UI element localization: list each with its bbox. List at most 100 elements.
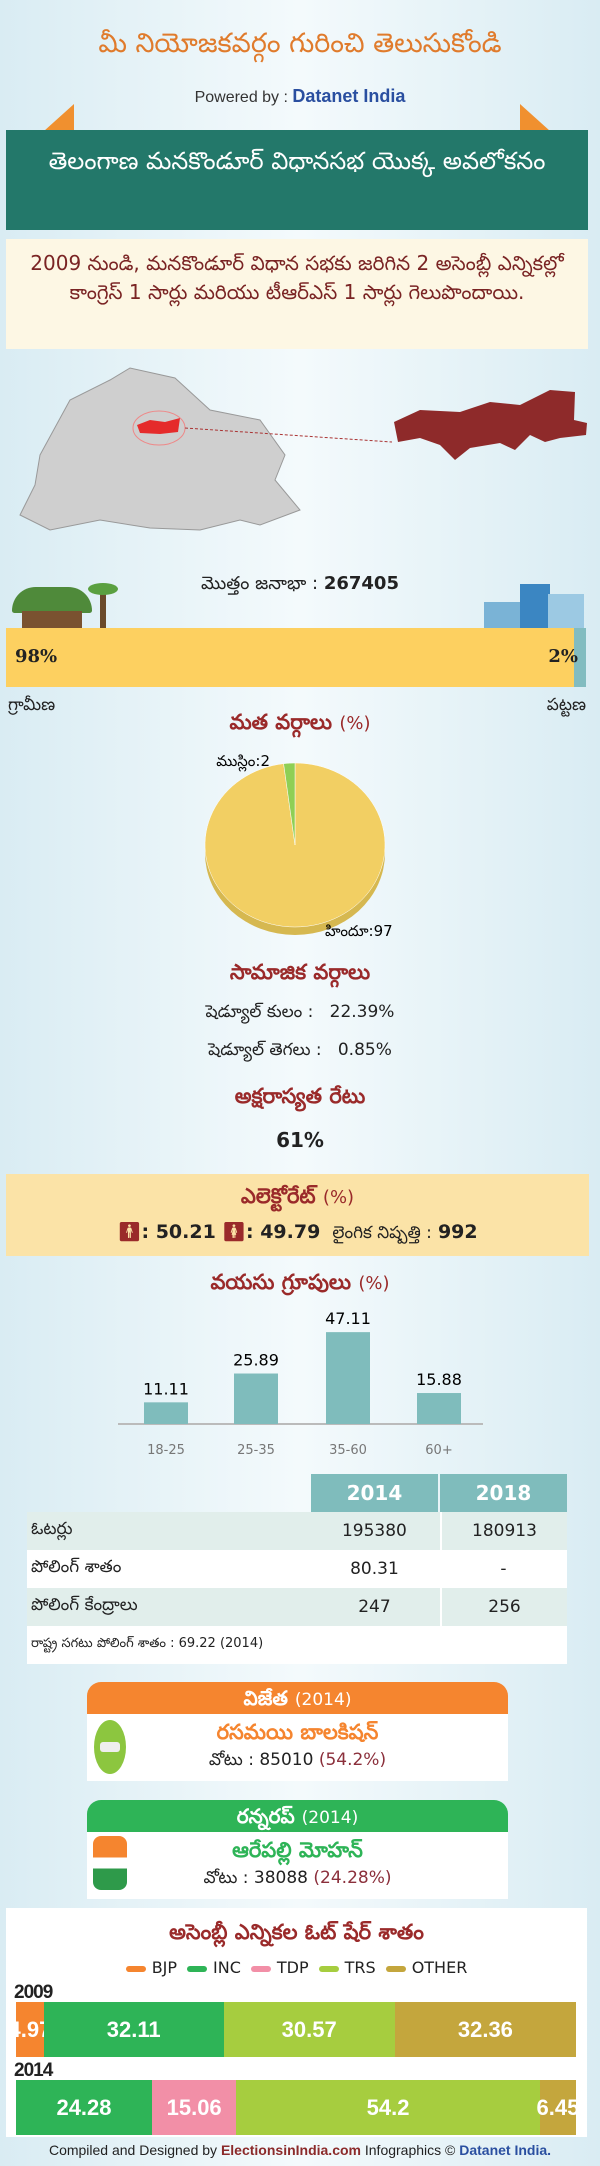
cell: 247 xyxy=(358,1597,391,1617)
rural-urban-bar: 98% 2% xyxy=(6,628,586,687)
voters-table: 2014 2018 ఓటర్లు 195380 180913 పోలింగ్ శాతం… xyxy=(27,1474,567,1664)
legend-item: TDP xyxy=(250,1958,309,1977)
vote-share-segment-other: 32.36 xyxy=(394,2002,576,2057)
city-buildings-icon xyxy=(484,578,586,628)
powered-by: Powered by : Datanet India xyxy=(0,86,600,107)
legend-swatch xyxy=(385,1965,406,1972)
vote-share-legend: BJP INC TDP TRS OTHER xyxy=(6,1958,587,1977)
runner-votes-pct: (24.28%) xyxy=(313,1868,392,1888)
winner-year: (2014) xyxy=(294,1690,352,1710)
legend-item: INC xyxy=(187,1958,241,1977)
male-pct: : 50.21 xyxy=(141,1221,216,1243)
legend-label: BJP xyxy=(151,1958,178,1977)
runner-header: రన్నరప్ (2014) xyxy=(87,1800,508,1832)
runner-body: ఆరేపల్లి మోహన్ వోటు : 38088 (24.28%) xyxy=(87,1832,508,1899)
row-label: పోలింగ్ శాతం xyxy=(31,1557,122,1577)
male-icon: 🚹︎ xyxy=(117,1221,142,1243)
powered-brand: Datanet India xyxy=(292,86,406,106)
footer: Compiled and Designed by ElectionsinIndi… xyxy=(0,2142,600,2158)
legend-swatch xyxy=(125,1965,146,1972)
page-title: మీ నియోజకవర్గం గురించి తెలుసుకోండి xyxy=(98,28,502,59)
age-bar-chart: 11.11 18-25 25.89 25-35 47.11 35-60 15.88 60+ xyxy=(118,1309,483,1458)
vote-share-bar-2009: 4.97 32.11 30.57 32.36 xyxy=(9,2002,576,2057)
legend-item: BJP xyxy=(125,1958,178,1977)
vote-share-segment-trs: 54.2 xyxy=(236,2080,540,2135)
legend-swatch xyxy=(187,1965,208,1972)
state-avg-note: రాష్ట్ర సగటు పోలింగ్ శాతం : 69.22 (2014) xyxy=(31,1636,264,1651)
vote-share-segment-inc: 32.11 xyxy=(43,2002,224,2057)
table-note: రాష్ట్ర సగటు పోలింగ్ శాతం : 69.22 (2014) xyxy=(27,1626,567,1664)
electorate-box: ఎలెక్టోరేట్ (%) 🚹︎: 50.21 🚺︎: 49.79 లైంగ… xyxy=(6,1174,589,1256)
legend-swatch xyxy=(318,1965,339,1972)
legend-swatch xyxy=(250,1965,271,1972)
religion-title-text: మత వర్గాలు xyxy=(229,710,333,734)
trs-car-symbol-icon xyxy=(94,1720,126,1774)
congress-hand-symbol-icon xyxy=(93,1836,127,1890)
vote-share-segment-tdp: 15.06 xyxy=(151,2080,237,2135)
village-hut-icon xyxy=(12,583,124,629)
ribbon-right xyxy=(520,104,550,131)
rural-label: గ్రామీణ xyxy=(8,695,56,715)
urban-label: పట్టణ xyxy=(546,695,586,715)
constituency-banner: తెలంగాణ మనకొండూర్ విధానసభ యొక్క అవలోకనం xyxy=(6,130,588,230)
winner-votes-count: వోటు : 85010 xyxy=(208,1750,314,1770)
constituency-map xyxy=(19,367,587,531)
runner-votes: వోటు : 38088 (24.28%) xyxy=(87,1868,508,1892)
winner-body: రసమయి బాలకిషన్ వోటు : 85010 (54.2%) xyxy=(87,1714,508,1781)
age-bar xyxy=(417,1393,461,1424)
female-icon: 🚺︎ xyxy=(221,1221,246,1243)
age-bar xyxy=(326,1332,370,1424)
cell: - xyxy=(500,1559,507,1579)
age-category-label: 25-35 xyxy=(237,1443,275,1458)
vote-share-section: అసెంబ్లీ ఎన్నికల ఓట్ షేర్ శాతం BJP INC TDP… xyxy=(6,1908,587,2137)
age-value-label: 47.11 xyxy=(325,1309,371,1328)
age-title: వయసు గ్రూపులు (%) xyxy=(0,1270,600,1300)
table-row: ఓటర్లు 195380 180913 xyxy=(27,1512,567,1550)
religion-unit: (%) xyxy=(339,713,371,734)
population-value: 267405 xyxy=(323,573,399,594)
legend-label: TRS xyxy=(344,1958,376,1977)
electorate-title: ఎలెక్టోరేట్ (%) xyxy=(6,1174,589,1214)
literacy-value: 61% xyxy=(276,1128,324,1152)
population-label: మొత్తం జనాభా : xyxy=(201,573,319,594)
ribbon-left xyxy=(44,104,74,131)
powered-label: Powered by : xyxy=(194,89,288,106)
rural-pct: 98% xyxy=(15,646,58,667)
col-2014: 2014 xyxy=(310,1474,438,1512)
vote-share-segment-trs: 30.57 xyxy=(223,2002,395,2057)
footer-brand: Datanet India. xyxy=(459,2142,552,2158)
st-row: షెడ్యూల్ తెగలు : 0.85% xyxy=(0,1040,600,1064)
urban-pct: 2% xyxy=(548,646,578,667)
vote-share-segment-inc: 24.28 xyxy=(16,2080,152,2135)
winner-votes: వోటు : 85010 (54.2%) xyxy=(87,1750,508,1774)
electorate-unit: (%) xyxy=(322,1187,355,1208)
pie-slice xyxy=(283,762,296,846)
map-arrow xyxy=(184,427,393,443)
table-row: పోలింగ్ కేంద్రాలు 247 256 xyxy=(27,1588,567,1626)
runner-year: (2014) xyxy=(301,1808,359,1828)
cell: 195380 xyxy=(341,1521,407,1541)
age-value-label: 25.89 xyxy=(233,1351,279,1370)
female-pct: : 49.79 xyxy=(245,1221,321,1243)
table-row: పోలింగ్ శాతం 80.31 - xyxy=(27,1550,567,1588)
sc-value: 22.39% xyxy=(329,1002,395,1022)
cell: 256 xyxy=(439,1588,567,1626)
runner-card: రన్నరప్ (2014) ఆరేపల్లి మోహన్ వోటు : 380… xyxy=(87,1800,508,1899)
winner-card: విజేత (2014) రసమయి బాలకిషన్ వోటు : 85010… xyxy=(87,1682,508,1781)
st-label: షెడ్యూల్ తెగలు : xyxy=(208,1040,322,1060)
row-label: ఓటర్లు xyxy=(31,1519,73,1539)
age-bar xyxy=(234,1373,278,1424)
age-unit: (%) xyxy=(358,1273,390,1294)
row-label: పోలింగ్ కేంద్రాలు xyxy=(31,1595,138,1615)
sex-ratio-value: 992 xyxy=(437,1221,478,1243)
age-category-label: 18-25 xyxy=(147,1443,185,1458)
sc-label: షెడ్యూల్ కులం : xyxy=(205,1002,314,1022)
legend-item: TRS xyxy=(318,1958,376,1977)
telangana-map xyxy=(19,367,301,531)
st-value: 0.85% xyxy=(337,1040,392,1060)
year-label-2014: 2014 xyxy=(14,2060,53,2081)
col-2018: 2018 xyxy=(439,1474,567,1512)
pie-label-muslim: ముస్లిం:2 xyxy=(216,752,270,772)
cell: 80.31 xyxy=(350,1559,399,1579)
vote-share-segment-other: 6.45 xyxy=(537,2080,579,2135)
